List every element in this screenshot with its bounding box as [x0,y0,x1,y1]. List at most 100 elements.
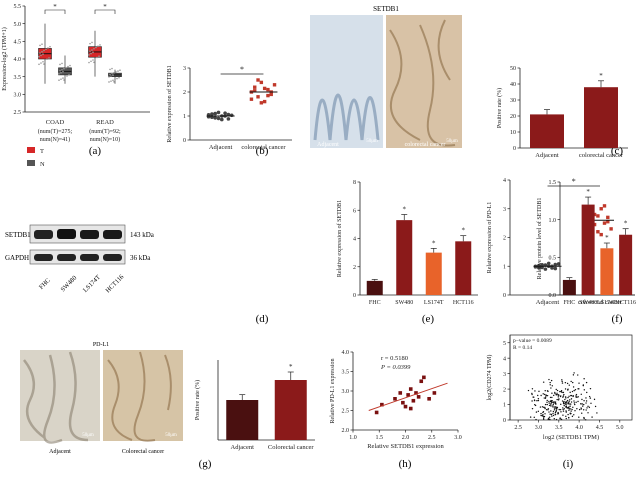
data-point-i-307 [551,385,553,387]
y-tick-label-h-4: 4.0 [342,350,350,356]
data-point-i-207 [593,398,596,401]
histology-label-cancer-c: colorectal cancer [405,142,446,148]
x-axis-label-h: Relative SETDB1 expression [367,443,444,450]
box-point-a-1-normal-7 [115,71,117,73]
x-category-f-1: colorectal cancer [578,299,623,306]
data-point-h-5 [403,404,408,409]
significance-star-d-3: * [462,227,466,235]
x-category-d-0: FHC [369,300,381,306]
data-point-f-1-12 [599,232,603,237]
data-point-i-252 [589,387,592,390]
data-point-i-305 [567,389,569,391]
data-point-i-221 [583,416,585,419]
x-category-b-0: Adjacent [209,144,233,151]
data-point-i-174 [583,403,585,406]
y-tick-label-i-0: 0 [503,418,506,424]
x-tick-label-i-5: 5.0 [616,425,624,431]
data-point-i-147 [575,396,577,398]
x-category-sub2-a-0: num(N)=41) [40,136,70,143]
data-point-b-0-8 [206,114,211,119]
y-tick-label-a-3: 4.0 [14,57,22,63]
data-point-b-1-10 [256,78,260,82]
bar-e-0 [562,279,576,295]
data-point-i-155 [545,396,547,398]
x-category-d-3: HCT116 [453,300,474,306]
data-point-i-167 [575,395,577,397]
data-point-i-211 [575,401,577,403]
box-point-a-0-normal-15 [61,62,63,65]
data-point-h-9 [414,391,418,395]
data-point-i-217 [566,399,569,402]
data-point-f-1-7 [609,227,613,231]
data-point-i-55 [542,381,545,383]
data-point-i-230 [531,392,533,395]
data-point-i-196 [543,397,545,399]
data-point-i-46 [573,402,576,404]
data-point-b-1-3 [259,80,264,85]
y-tick-label-d-1: 2 [353,265,356,271]
y-tick-label-i-4: 4 [503,356,506,362]
panel-label-f: (f) [612,313,623,325]
y-tick-label-c-1: 10 [510,130,516,136]
x-category-e-1: SW480 [579,300,597,306]
box-point-a-0-tumor-10 [48,57,50,59]
data-point-i-87 [557,394,559,396]
data-point-h-13 [427,397,431,401]
box-point-a-1-normal-1 [109,73,111,76]
histology-label-adjacent-c: Adjacent [317,142,339,148]
x-category-g-1: Colorectal cancer [268,444,314,451]
data-point-i-208 [554,413,557,416]
data-point-i-145 [527,389,530,392]
data-point-h-3 [398,391,403,395]
y-tick-label-h-0: 2.0 [342,428,350,434]
box-point-a-1-tumor-12 [88,54,90,56]
data-point-i-294 [562,391,565,394]
data-point-i-165 [578,388,580,390]
panel-label-d: (d) [256,313,269,325]
legend-swatch-a-0 [27,147,35,153]
y-tick-label-e-3: 1.5 [549,180,557,186]
x-tick-label-i-3: 4.0 [575,425,583,431]
data-point-i-77 [533,416,535,419]
data-point-f-1-5 [602,221,607,225]
data-point-f-0-14 [553,262,558,267]
data-point-i-319 [562,401,565,404]
y-tick-label-i-3: 3 [503,372,506,378]
box-point-a-0-normal-1 [59,70,61,72]
box-point-a-0-tumor-8 [46,58,48,61]
data-point-i-14 [556,392,558,395]
y-tick-label-a-5: 5.0 [14,22,22,28]
data-point-i-255 [591,416,593,418]
data-point-i-187 [552,414,555,417]
data-point-i-122 [543,415,546,418]
data-point-b-1-4 [262,99,267,104]
data-point-i-153 [585,400,588,402]
histology-label-cancer-g: Colorectal cancer [122,449,164,455]
significance-star-d-1: * [403,205,407,213]
data-point-i-79 [537,394,539,397]
data-point-i-123 [534,403,536,406]
panel-label-a: (a) [89,145,102,157]
data-point-f-1-13 [602,204,607,208]
data-point-i-71 [589,397,592,399]
data-point-i-191 [550,402,552,405]
x-category-c-1: colorectal cancer [579,152,624,159]
y-tick-label-h-2: 3.0 [342,389,350,395]
box-point-a-1-tumor-14 [90,52,92,55]
blot-lane-sw480: SW480 [60,275,79,294]
scale-bar-cancer-g: 50μm [165,433,177,438]
y-tick-label-h-1: 2.5 [342,409,350,415]
data-point-i-125 [569,399,571,401]
x-category-e-3: HCT116 [615,300,636,306]
data-point-i-251 [559,390,561,393]
data-point-i-108 [568,384,570,386]
y-axis-label-f: Relative expression of PD-L1 [486,202,493,273]
data-point-h-6 [406,393,410,397]
box-point-a-0-normal-5 [63,67,65,70]
annotation-p-h: P = 0.0399 [380,364,411,371]
box-point-a-0-normal-16 [62,70,64,73]
y-tick-label-i-5: 5 [503,341,506,347]
data-point-i-64 [562,407,564,409]
legend-label-a-1: N [40,161,45,168]
western-blot [29,224,126,265]
